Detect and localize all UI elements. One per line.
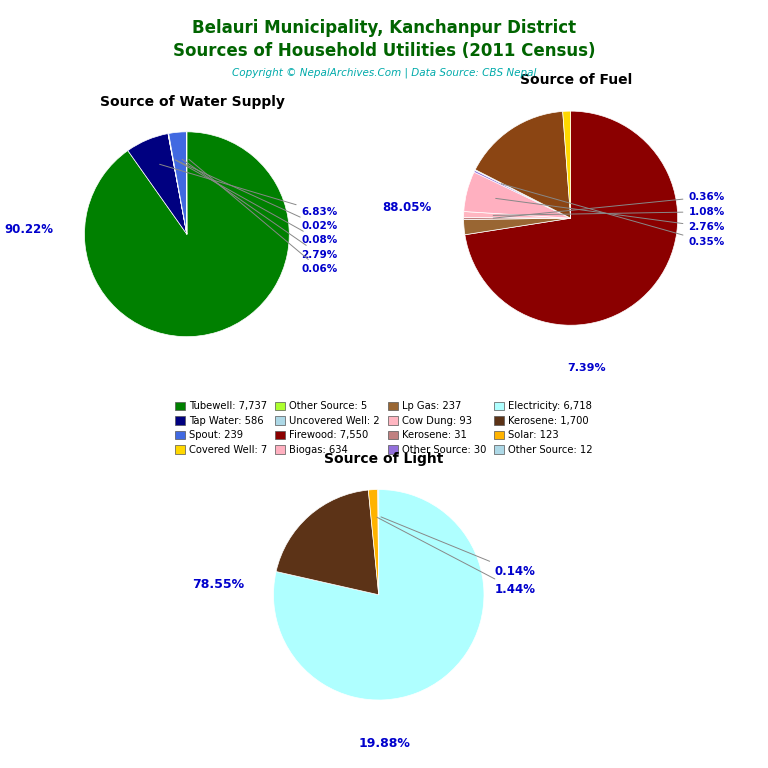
Text: 0.35%: 0.35% <box>502 184 725 247</box>
Text: 90.22%: 90.22% <box>5 223 54 236</box>
Wedge shape <box>464 217 571 220</box>
Text: 6.83%: 6.83% <box>160 164 338 217</box>
Text: 2.76%: 2.76% <box>495 198 725 232</box>
Wedge shape <box>127 134 187 234</box>
Text: 1.08%: 1.08% <box>493 207 725 217</box>
Wedge shape <box>276 490 379 594</box>
Wedge shape <box>273 489 484 700</box>
Wedge shape <box>169 132 187 234</box>
Wedge shape <box>84 132 290 336</box>
Text: 0.36%: 0.36% <box>493 192 725 218</box>
Title: Source of Fuel: Source of Fuel <box>520 73 632 87</box>
Wedge shape <box>369 489 379 594</box>
Text: 19.88%: 19.88% <box>358 737 410 750</box>
Title: Source of Water Supply: Source of Water Supply <box>100 94 284 109</box>
Wedge shape <box>475 111 571 218</box>
Text: 2.79%: 2.79% <box>182 159 338 260</box>
Wedge shape <box>464 211 571 218</box>
Text: Sources of Household Utilities (2011 Census): Sources of Household Utilities (2011 Cen… <box>173 42 595 60</box>
Wedge shape <box>474 170 571 218</box>
Wedge shape <box>563 111 571 218</box>
Wedge shape <box>168 134 187 234</box>
Text: 7.39%: 7.39% <box>568 362 606 372</box>
Title: Source of Light: Source of Light <box>324 452 444 466</box>
Text: 0.08%: 0.08% <box>175 160 338 246</box>
Text: 0.02%: 0.02% <box>175 160 338 231</box>
Text: Belauri Municipality, Kanchanpur District: Belauri Municipality, Kanchanpur Distric… <box>192 19 576 37</box>
Wedge shape <box>168 134 187 234</box>
Text: 78.55%: 78.55% <box>192 578 244 591</box>
Wedge shape <box>464 172 571 218</box>
Wedge shape <box>475 170 571 218</box>
Legend: Tubewell: 7,737, Tap Water: 586, Spout: 239, Covered Well: 7, Other Source: 5, U: Tubewell: 7,737, Tap Water: 586, Spout: … <box>171 397 597 459</box>
Wedge shape <box>378 489 379 594</box>
Text: Copyright © NepalArchives.Com | Data Source: CBS Nepal: Copyright © NepalArchives.Com | Data Sou… <box>232 68 536 78</box>
Wedge shape <box>464 218 571 235</box>
Text: 88.05%: 88.05% <box>382 201 432 214</box>
Text: 0.06%: 0.06% <box>189 159 338 274</box>
Wedge shape <box>465 111 677 325</box>
Text: 1.44%: 1.44% <box>377 517 535 596</box>
Text: 0.14%: 0.14% <box>381 517 535 578</box>
